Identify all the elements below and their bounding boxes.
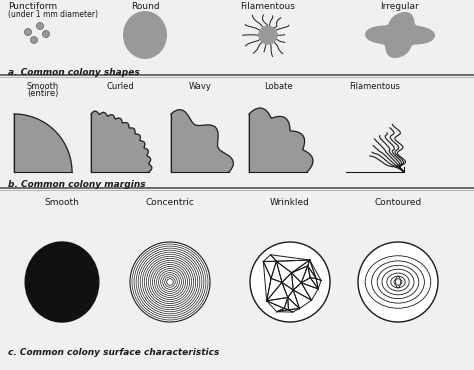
Circle shape [36, 23, 44, 30]
Polygon shape [249, 108, 313, 172]
Text: Wavy: Wavy [189, 82, 211, 91]
Text: a. Common colony shapes: a. Common colony shapes [8, 68, 140, 77]
Ellipse shape [130, 242, 210, 322]
Polygon shape [14, 114, 72, 172]
Ellipse shape [123, 11, 167, 59]
Text: Filamentous: Filamentous [241, 2, 295, 11]
Ellipse shape [250, 242, 330, 322]
Text: (under 1 mm diameter): (under 1 mm diameter) [8, 10, 98, 19]
Polygon shape [91, 111, 152, 172]
Circle shape [259, 26, 277, 44]
Text: Smooth: Smooth [45, 198, 80, 207]
Text: Filamentous: Filamentous [349, 82, 401, 91]
Text: Wrinkled: Wrinkled [270, 198, 310, 207]
Ellipse shape [358, 242, 438, 322]
Circle shape [30, 37, 37, 44]
Text: c. Common colony surface characteristics: c. Common colony surface characteristics [8, 348, 219, 357]
Text: b. Common colony margins: b. Common colony margins [8, 180, 146, 189]
Circle shape [25, 28, 31, 36]
Text: Contoured: Contoured [374, 198, 422, 207]
Text: Lobate: Lobate [264, 82, 292, 91]
Polygon shape [171, 110, 233, 172]
Text: Curled: Curled [106, 82, 134, 91]
Circle shape [43, 30, 49, 37]
Text: Irregular: Irregular [381, 2, 419, 11]
Ellipse shape [167, 279, 173, 285]
Ellipse shape [25, 242, 99, 322]
Text: Smooth: Smooth [27, 82, 59, 91]
Text: Round: Round [131, 2, 159, 11]
Text: (entire): (entire) [27, 89, 59, 98]
Polygon shape [366, 13, 434, 57]
Text: Concentric: Concentric [146, 198, 194, 207]
Text: Punctiform: Punctiform [8, 2, 57, 11]
